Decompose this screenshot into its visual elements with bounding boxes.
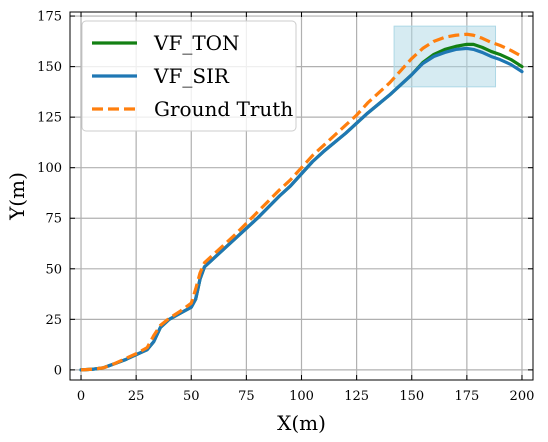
x-tick-label: 200 bbox=[510, 389, 535, 404]
y-tick-label: 175 bbox=[37, 10, 62, 25]
tick-labels: 0 25 50 75 100 125 150 175 200 0 25 50 75 100 125 150 17… bbox=[37, 10, 534, 404]
x-tick-label: 50 bbox=[183, 389, 200, 404]
y-tick-label: 50 bbox=[45, 262, 62, 277]
x-axis-label: X(m) bbox=[277, 411, 326, 435]
x-tick-label: 125 bbox=[344, 389, 369, 404]
legend-label: VF_TON bbox=[153, 31, 240, 55]
y-axis-label: Y(m) bbox=[5, 172, 29, 221]
legend-box bbox=[81, 20, 297, 132]
legend: VF_TON VF_SIR Ground Truth bbox=[81, 20, 297, 132]
x-tick-label: 0 bbox=[77, 389, 85, 404]
x-tick-label: 75 bbox=[238, 389, 255, 404]
y-tick-label: 125 bbox=[37, 111, 62, 126]
series-line-vf-sir bbox=[79, 46, 524, 372]
x-tick-label: 25 bbox=[128, 389, 145, 404]
x-tick-label: 175 bbox=[454, 389, 479, 404]
tick-marks bbox=[70, 12, 533, 380]
series-line-ground-truth bbox=[80, 32, 523, 372]
y-tick-label: 100 bbox=[37, 161, 62, 176]
y-tick-label: 75 bbox=[45, 212, 62, 227]
x-tick-label: 150 bbox=[399, 389, 424, 404]
legend-label: VF_SIR bbox=[153, 64, 230, 88]
legend-label: Ground Truth bbox=[154, 97, 293, 121]
y-tick-label: 0 bbox=[54, 363, 62, 378]
series-layer bbox=[79, 32, 524, 372]
x-tick-label: 100 bbox=[289, 389, 314, 404]
y-tick-label: 25 bbox=[45, 313, 62, 328]
y-tick-label: 150 bbox=[37, 60, 62, 75]
